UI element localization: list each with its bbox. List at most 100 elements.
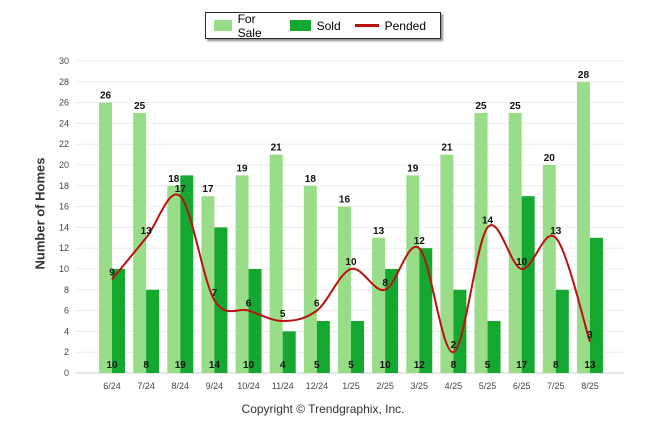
label-pended: 10 [516, 257, 528, 268]
label-for-sale: 21 [271, 143, 283, 154]
bar-for-sale[interactable] [440, 154, 454, 373]
bar-sold[interactable] [248, 269, 262, 373]
label-sold: 17 [516, 360, 528, 371]
bar-sold[interactable] [453, 289, 467, 373]
label-sold: 12 [414, 360, 426, 371]
x-tick-label: 7/24 [137, 381, 155, 391]
label-pended: 12 [414, 236, 426, 247]
bar-sold[interactable] [112, 269, 125, 373]
x-tick-label: 4/25 [445, 381, 463, 391]
label-for-sale: 17 [202, 184, 214, 195]
label-for-sale: 19 [236, 163, 248, 174]
y-tick-label: 30 [59, 56, 69, 66]
bar-sold[interactable] [316, 321, 330, 373]
y-tick-label: 18 [59, 181, 69, 191]
label-sold: 8 [553, 360, 559, 371]
y-axis-title: Number of Homes [32, 157, 48, 270]
x-tick-label: 1/25 [342, 381, 360, 391]
label-pended: 7 [212, 288, 218, 299]
bar-for-sale[interactable] [576, 81, 590, 374]
label-for-sale: 20 [544, 153, 556, 164]
bar-for-sale[interactable] [372, 237, 386, 373]
label-sold: 19 [175, 360, 187, 371]
label-pended: 2 [451, 340, 457, 351]
y-tick-label: 16 [59, 202, 69, 212]
label-pended: 13 [550, 226, 562, 237]
bar-sold[interactable] [521, 196, 535, 373]
bar-sold[interactable] [419, 248, 433, 373]
x-tick-label: 8/25 [581, 381, 599, 391]
bar-sold[interactable] [214, 227, 228, 373]
label-for-sale: 21 [441, 143, 453, 154]
x-tick-label: 7/25 [547, 381, 565, 391]
label-sold: 10 [380, 360, 392, 371]
bar-for-sale[interactable] [269, 154, 283, 373]
label-for-sale: 19 [407, 163, 419, 174]
x-tick-label: 12/24 [306, 381, 329, 391]
pended-line-path[interactable] [111, 193, 591, 354]
label-pended: 17 [175, 184, 187, 195]
y-tick-label: 14 [59, 222, 69, 232]
bar-sold[interactable] [146, 289, 160, 373]
label-pended: 3 [587, 330, 593, 341]
bars [99, 81, 603, 374]
bar-sold[interactable] [487, 321, 501, 373]
label-for-sale: 18 [168, 174, 180, 185]
x-tick-label: 11/24 [272, 381, 294, 391]
label-sold: 10 [106, 360, 118, 371]
bar-sold[interactable] [282, 331, 296, 373]
bar-for-sale[interactable] [542, 165, 556, 373]
legend-item-pended[interactable]: Pended [354, 19, 426, 33]
legend-item-for-sale[interactable]: For Sale [214, 12, 276, 40]
bar-for-sale[interactable] [406, 175, 420, 373]
x-tick-label: 3/25 [410, 381, 428, 391]
label-for-sale: 13 [373, 226, 385, 237]
label-pended: 13 [141, 226, 153, 237]
legend-swatch-sold [289, 20, 311, 31]
label-sold: 5 [314, 360, 320, 371]
y-tick-label: 28 [59, 77, 69, 87]
label-sold: 8 [451, 360, 457, 371]
label-pended: 14 [482, 215, 494, 226]
label-pended: 6 [246, 299, 252, 310]
y-tick-label: 4 [64, 326, 69, 336]
x-tick-label: 6/25 [513, 381, 531, 391]
label-pended: 5 [280, 309, 286, 320]
label-sold: 14 [209, 360, 221, 371]
y-tick-label: 24 [59, 118, 69, 128]
y-tick-label: 0 [64, 368, 69, 378]
x-axis: 6/24 7/24 8/24 9/24 10/24 11/24 12/24 1/25 2/25 3… [103, 381, 598, 391]
bar-sold[interactable] [350, 321, 364, 373]
bar-for-sale[interactable] [167, 185, 181, 373]
legend: For Sale Sold Pended [205, 12, 441, 40]
bar-for-sale[interactable] [337, 206, 351, 373]
y-tick-label: 10 [59, 264, 69, 274]
bar-sold[interactable] [180, 175, 194, 373]
x-tick-label: 10/24 [237, 381, 260, 391]
x-tick-label: 6/24 [103, 381, 121, 391]
legend-item-sold[interactable]: Sold [289, 19, 341, 33]
copyright-text: Copyright © Trendgraphix, Inc. [241, 402, 405, 416]
legend-label-for-sale: For Sale [237, 11, 262, 40]
x-tick-label: 2/25 [376, 381, 394, 391]
data-labels: 2610258181917141910214185165131019122182… [100, 70, 596, 371]
label-for-sale: 16 [339, 195, 351, 206]
label-for-sale: 25 [134, 101, 146, 112]
y-tick-label: 22 [59, 139, 69, 149]
x-tick-label: 9/24 [206, 381, 224, 391]
bar-for-sale[interactable] [235, 175, 249, 373]
label-pended: 10 [345, 257, 357, 268]
legend-swatch-pended [354, 24, 379, 27]
bar-for-sale[interactable] [508, 113, 522, 373]
bar-for-sale[interactable] [303, 185, 317, 373]
bar-for-sale[interactable] [99, 102, 112, 373]
y-tick-label: 26 [59, 98, 69, 108]
y-tick-label: 2 [64, 347, 69, 357]
bar-sold[interactable] [555, 289, 569, 373]
bar-for-sale[interactable] [133, 113, 147, 373]
label-for-sale: 28 [578, 70, 590, 81]
bar-sold[interactable] [385, 269, 399, 373]
bar-sold[interactable] [589, 237, 603, 373]
